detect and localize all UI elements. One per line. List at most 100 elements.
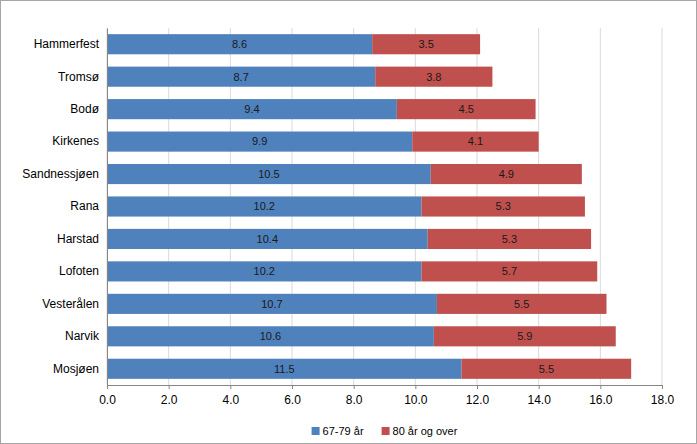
- series: [372, 34, 631, 379]
- x-axis: 0.0 2.0 4.0 6.0 8.0 10.0 12.0 14.0 16.0 18.0: [99, 385, 674, 407]
- y-axis: Hammerfest Tromsø Bodø Kirkenes Sandnessjøen…: [22, 29, 107, 386]
- x-tick: 6.0: [284, 385, 301, 407]
- x-tick-label: 16.0: [589, 393, 613, 407]
- y-tick: Lofoten: [59, 264, 99, 278]
- grid: [107, 28, 662, 385]
- y-tick: Kirkenes: [52, 134, 99, 148]
- bar: [428, 229, 591, 249]
- x-tick: 4.0: [222, 385, 239, 407]
- bar: [375, 67, 492, 87]
- x-tick-label: 12.0: [466, 393, 490, 407]
- bar: [372, 34, 480, 54]
- x-tick-label: 0.0: [99, 393, 116, 407]
- data-label: 5.7: [502, 265, 517, 277]
- data-label: 4.1: [468, 135, 483, 147]
- y-tick: Rana: [70, 199, 99, 213]
- y-tick: Mosjøen: [53, 362, 99, 376]
- y-tick-label: Bodø: [70, 102, 99, 116]
- x-tick-label: 10.0: [404, 393, 428, 407]
- bar: [107, 229, 428, 249]
- x-tick-mark: [539, 385, 540, 389]
- data-label: 11.5: [274, 363, 295, 375]
- x-tick-mark: [230, 385, 231, 389]
- x-tick-mark: [292, 385, 293, 389]
- y-tick-label: Vesterålen: [42, 297, 99, 311]
- data-label: 5.5: [514, 298, 529, 310]
- x-tick: 2.0: [161, 385, 178, 407]
- y-tick-label: Kirkenes: [52, 134, 99, 148]
- data-label: 5.9: [517, 330, 532, 342]
- y-tick: Harstad: [57, 232, 99, 246]
- y-tick-label: Mosjøen: [53, 362, 99, 376]
- data-label: 8.6: [232, 38, 247, 50]
- x-tick-mark: [477, 385, 478, 389]
- y-tick: Narvik: [65, 329, 100, 343]
- x-tick-label: 18.0: [651, 393, 675, 407]
- y-tick-label: Lofoten: [59, 264, 99, 278]
- legend-swatch: [382, 427, 390, 435]
- x-tick: 14.0: [527, 385, 551, 407]
- bar: [431, 164, 582, 184]
- x-tick-label: 2.0: [161, 393, 178, 407]
- data-label: 9.9: [252, 135, 267, 147]
- data-label: 5.5: [539, 363, 554, 375]
- y-tick-label: Hammerfest: [34, 37, 100, 51]
- data-label: 5.3: [502, 233, 517, 245]
- x-tick-label: 8.0: [346, 393, 363, 407]
- y-tick: Sandnessjøen: [22, 167, 99, 181]
- bar: [422, 261, 598, 281]
- legend-swatch: [312, 427, 320, 435]
- y-tick-label: Harstad: [57, 232, 99, 246]
- y-tick: Vesterålen: [42, 297, 99, 311]
- plot: 8.68.79.49.910.510.210.410.210.710.611.5…: [22, 28, 674, 407]
- bar: [107, 326, 434, 346]
- legend-item: 80 år og over: [382, 425, 458, 437]
- legend: 67-79 år 80 år og over: [312, 425, 458, 437]
- bar: [412, 132, 538, 152]
- bar: [437, 294, 607, 314]
- bar: [107, 132, 412, 152]
- bar: [107, 196, 422, 216]
- x-tick-mark: [600, 385, 601, 389]
- bar: [107, 164, 431, 184]
- grid-line: [662, 28, 663, 385]
- bar: [107, 294, 437, 314]
- data-label: 10.2: [254, 265, 275, 277]
- bar: [107, 34, 372, 54]
- x-tick: 0.0: [99, 385, 116, 407]
- bar: [462, 359, 632, 379]
- data-label: 9.4: [244, 103, 259, 115]
- legend-label: 80 år og over: [393, 425, 458, 437]
- data-label: 3.5: [418, 38, 433, 50]
- legend-label: 67-79 år: [323, 425, 364, 437]
- data-label: 10.2: [254, 200, 275, 212]
- chart-frame: [1, 1, 697, 444]
- x-tick-mark: [354, 385, 355, 389]
- data-label: 10.5: [258, 168, 279, 180]
- x-tick: 18.0: [651, 385, 675, 407]
- data-label: 10.6: [260, 330, 281, 342]
- bar: [422, 196, 585, 216]
- data-label: 4.5: [459, 103, 474, 115]
- x-tick-mark: [415, 385, 416, 389]
- bar: [434, 326, 616, 346]
- x-tick-mark: [662, 385, 663, 389]
- bar: [107, 99, 397, 119]
- bar: [397, 99, 536, 119]
- x-tick-mark: [107, 385, 108, 389]
- y-tick-label: Tromsø: [58, 70, 100, 84]
- y-tick-label: Narvik: [65, 329, 100, 343]
- x-tick-label: 4.0: [222, 393, 239, 407]
- data-label: 8.7: [233, 71, 248, 83]
- data-label: 5.3: [496, 200, 511, 212]
- grid-line: [107, 28, 108, 385]
- data-label: 10.7: [261, 298, 282, 310]
- bar: [107, 261, 422, 281]
- bar: [107, 67, 375, 87]
- x-tick: 10.0: [404, 385, 428, 407]
- legend-item: 67-79 år: [312, 425, 364, 437]
- x-tick: 12.0: [466, 385, 490, 407]
- y-axis-line: [107, 29, 108, 386]
- bar: [107, 359, 462, 379]
- y-tick-label: Rana: [70, 199, 99, 213]
